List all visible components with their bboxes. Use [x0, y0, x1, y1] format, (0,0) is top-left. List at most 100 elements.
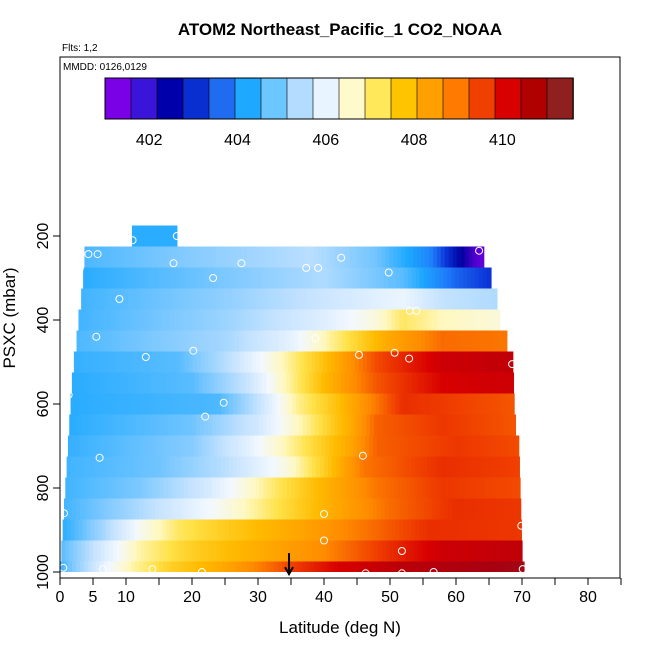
heatmap-cell [151, 246, 157, 268]
heatmap-cell [230, 246, 236, 268]
heatmap-cell [143, 561, 148, 572]
heatmap-cell [354, 477, 359, 499]
heatmap-cell [457, 351, 463, 373]
sample-point [320, 510, 328, 518]
heatmap-cell [370, 477, 375, 499]
heatmap-cell [104, 477, 110, 499]
heatmap-cell [475, 435, 481, 457]
heatmap-cell [112, 414, 118, 436]
heatmap-cell [399, 519, 404, 541]
heatmap-cell [100, 414, 106, 436]
heatmap-cell [457, 414, 462, 436]
heatmap-cell [123, 498, 128, 520]
heatmap-cell [368, 267, 373, 289]
heatmap-cell [326, 477, 332, 499]
heatmap-cell [236, 309, 242, 331]
heatmap-cell [127, 435, 132, 457]
heatmap-cell [355, 309, 361, 331]
heatmap-cell [409, 414, 415, 436]
heatmap-cell [73, 414, 78, 436]
heatmap-cell [78, 309, 84, 331]
heatmap-cell [473, 414, 478, 436]
heatmap-cell [193, 456, 198, 478]
heatmap-cell [81, 540, 86, 562]
heatmap-cell [235, 414, 241, 436]
heatmap-cell [116, 288, 122, 310]
heatmap-cell [325, 435, 330, 457]
heatmap-cell [300, 309, 305, 331]
heatmap-cell [450, 309, 456, 331]
heatmap-cell [226, 498, 231, 520]
heatmap-cell [335, 309, 341, 331]
heatmap-cell [176, 540, 181, 562]
heatmap-cell [107, 498, 113, 520]
heatmap-cell [240, 519, 246, 541]
heatmap-cell [149, 351, 154, 373]
heatmap-cell [167, 246, 173, 268]
heatmap-cell [277, 267, 282, 289]
heatmap-cell [277, 372, 283, 394]
heatmap-cell [142, 267, 148, 289]
heatmap-cell [455, 267, 460, 289]
heatmap-cell [175, 330, 181, 352]
heatmap-cell [93, 288, 98, 310]
sample-point [412, 306, 421, 315]
sample-point [172, 232, 181, 240]
heatmap-cell [404, 372, 410, 394]
heatmap-cell [206, 498, 212, 520]
heatmap-cell [155, 225, 161, 247]
heatmap-cell [276, 519, 282, 541]
heatmap-cell [440, 498, 445, 520]
heatmap-cell [492, 288, 498, 310]
heatmap-cell [467, 372, 473, 394]
heatmap-cell [275, 477, 280, 499]
heatmap-cell [91, 372, 97, 394]
heatmap-cell [248, 393, 254, 415]
heatmap-cell [374, 351, 380, 373]
sample-point [237, 259, 246, 268]
heatmap-cell [228, 309, 234, 331]
heatmap-cell [71, 561, 77, 572]
heatmap-cell [511, 435, 516, 457]
heatmap-cell [150, 267, 155, 289]
colorbar-cell [234, 77, 262, 120]
heatmap-cell [111, 435, 117, 457]
heatmap-cell [347, 351, 352, 373]
heatmap-cell [205, 309, 210, 331]
heatmap-cell [370, 351, 376, 373]
heatmap-cell [367, 393, 373, 415]
heatmap-cell [469, 351, 475, 373]
heatmap-cell [461, 477, 466, 499]
colorbar-tick-label: 402 [136, 132, 163, 149]
heatmap-cell [343, 393, 349, 415]
heatmap-cell [307, 351, 313, 373]
heatmap-cell [288, 456, 293, 478]
heatmap-cell [379, 309, 384, 331]
heatmap-cell [304, 267, 310, 289]
heatmap-cell [67, 435, 73, 457]
heatmap-cell [246, 561, 251, 572]
heatmap-cell [502, 456, 507, 478]
heatmap-cell [403, 519, 408, 541]
heatmap-cell [458, 393, 464, 415]
heatmap-cell [110, 309, 115, 331]
heatmap-cell [155, 330, 161, 352]
heatmap-cell [479, 372, 485, 394]
heatmap-cell [173, 519, 179, 541]
heatmap-cell [462, 393, 468, 415]
heatmap-cell [241, 267, 247, 289]
heatmap-row [62, 519, 522, 541]
heatmap-cell [118, 393, 123, 415]
y-tick-label: 200 [35, 223, 52, 250]
heatmap-cell [490, 456, 495, 478]
heatmap-cell [432, 435, 437, 457]
heatmap-cell [147, 435, 152, 457]
heatmap-cell [151, 435, 156, 457]
heatmap-cell [144, 288, 150, 310]
heatmap-cell [85, 540, 90, 562]
heatmap-cell [382, 477, 387, 499]
heatmap-cell [217, 309, 222, 331]
heatmap-cell [416, 435, 421, 457]
heatmap-cell [367, 519, 373, 541]
heatmap-cell [258, 372, 263, 394]
